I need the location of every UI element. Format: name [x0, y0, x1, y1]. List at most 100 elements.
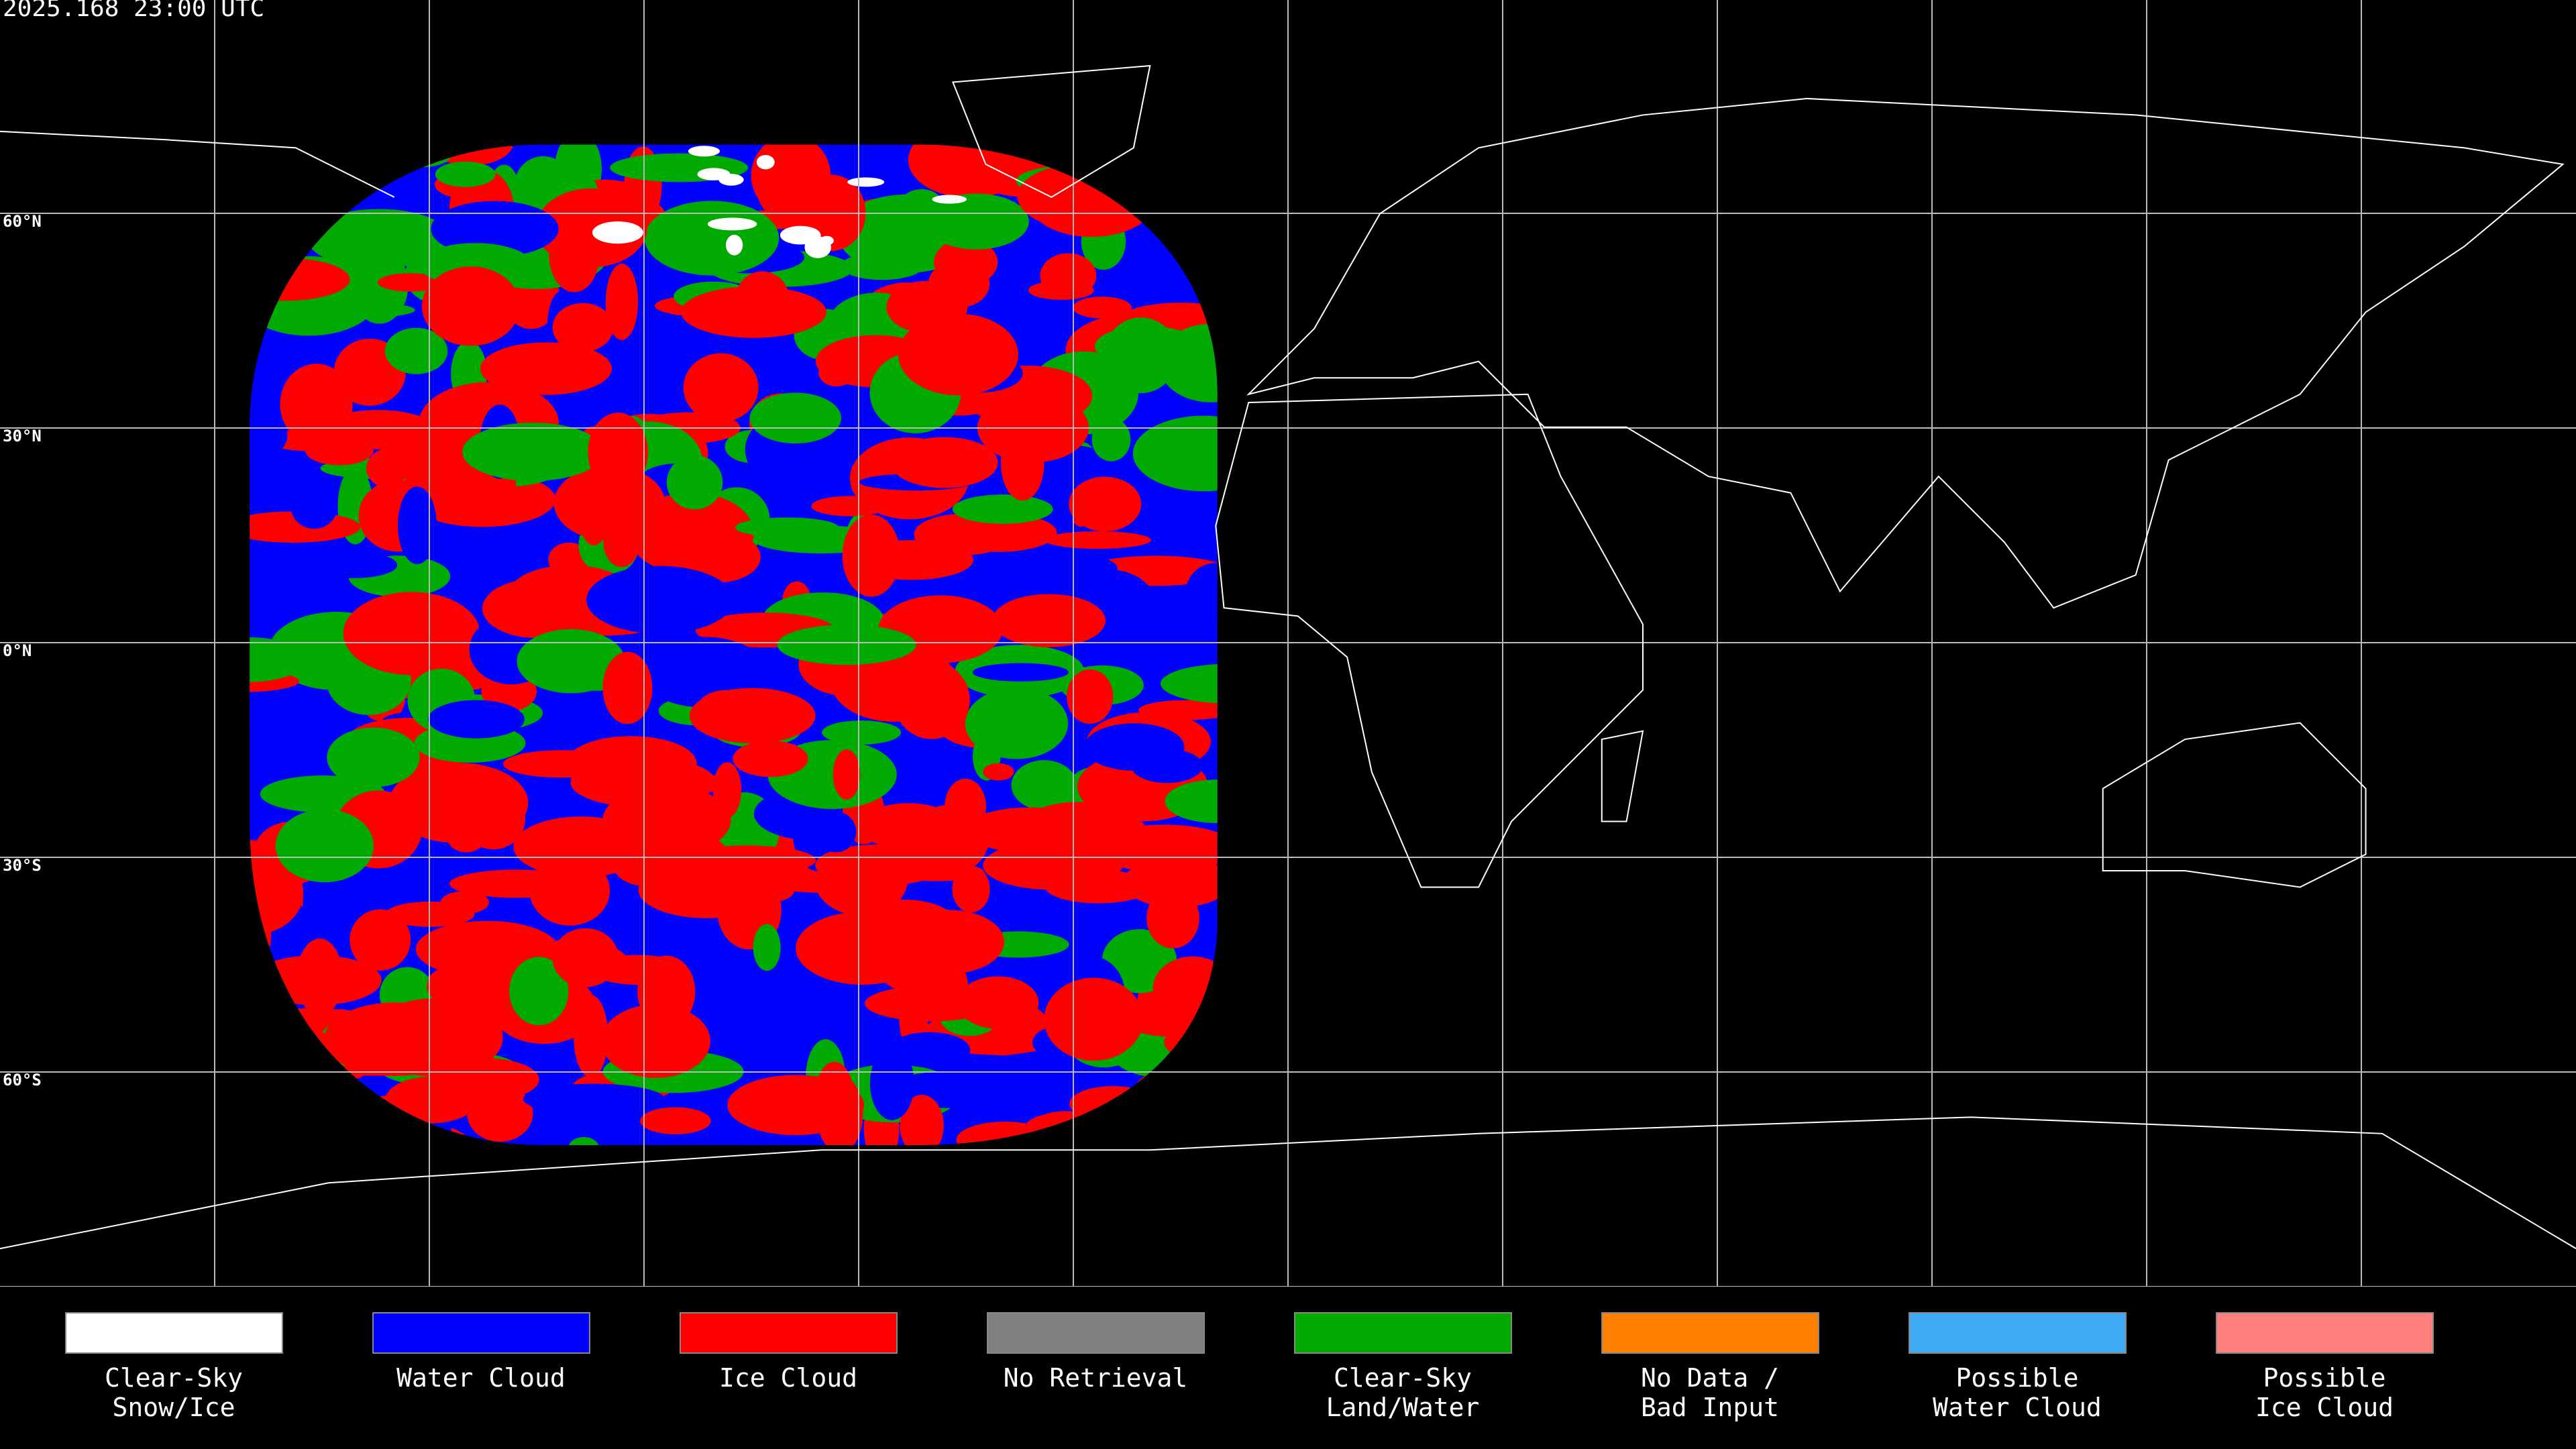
legend-swatch [680, 1312, 898, 1354]
graticule [0, 0, 2576, 1287]
cloud-patch [668, 865, 776, 911]
cloud-patch [753, 924, 781, 971]
cloud-patch [938, 513, 1057, 552]
cloud-patch [1091, 417, 1131, 462]
cloud-patch [568, 1136, 600, 1145]
legend-label: Water Cloud [1933, 1393, 2102, 1422]
cloud-patch [350, 909, 411, 971]
legend-label: Snow/Ice [112, 1393, 235, 1422]
legend-label: Possible [1955, 1363, 2078, 1393]
legend-swatch [372, 1312, 590, 1354]
cloud-patch [1084, 723, 1185, 771]
latitude-label: 30°N [3, 427, 42, 445]
cloud-patch [749, 392, 841, 444]
cloud-patch [602, 651, 653, 724]
cloud-patch [841, 252, 924, 280]
legend-swatch [1601, 1312, 1819, 1354]
cloud-patch [1132, 415, 1218, 492]
cloud-patch [888, 1032, 971, 1068]
legend-swatch [987, 1312, 1205, 1354]
cloud-patch [1044, 531, 1151, 549]
legend: Clear-Sky Snow/Ice Water Cloud Ice Cloud No … [65, 1312, 2434, 1422]
snow-patch [726, 234, 743, 256]
cloud-patch [440, 891, 489, 914]
cloud-patch [462, 788, 526, 850]
cloud-patch [384, 327, 448, 374]
legend-label: Water Cloud [396, 1363, 566, 1393]
cloud-patch [517, 629, 625, 694]
cloud-patch [676, 531, 761, 583]
snow-patch [756, 154, 775, 170]
cloud-patch [666, 455, 723, 510]
cloud-patch [1044, 977, 1144, 1061]
cloud-patch [983, 763, 1014, 781]
cloud-patch [924, 193, 1029, 250]
coastlines [0, 66, 2576, 1248]
cloud-patch [588, 413, 648, 492]
cloud-patch [952, 494, 1053, 524]
timestamp: 2025.168 23:00 UTC [3, 0, 264, 22]
cloud-patch [644, 201, 780, 276]
cloud-patch [320, 410, 436, 449]
alaska [0, 131, 394, 197]
cloud-patch [480, 342, 612, 395]
cloud-patch [310, 551, 398, 578]
cloud-patch [818, 358, 855, 387]
antarctica [0, 1117, 2576, 1248]
cloud-patch [327, 727, 420, 788]
latitude-label: 0°N [3, 641, 32, 660]
cloud-patch [733, 741, 808, 777]
cloud-patch [290, 484, 338, 529]
cloud-patch [965, 688, 1069, 759]
cloud-patch [898, 313, 1018, 396]
snow-patch [592, 221, 643, 244]
cloud-patch [1146, 888, 1199, 949]
legend-swatch [2216, 1312, 2434, 1354]
eurasia [1248, 99, 2563, 608]
cloud-phase-image [250, 144, 1218, 1145]
cloud-patch [992, 594, 1106, 647]
cloud-patch [815, 844, 945, 886]
cloud-patch [816, 811, 857, 853]
cloud-patch [523, 1083, 665, 1115]
cloud-patch [1011, 760, 1077, 810]
cloud-patch [586, 566, 734, 634]
cloud-patch [908, 144, 1032, 198]
cloud-patch [397, 486, 437, 564]
cloud-patch [250, 408, 288, 464]
cloud-patch [1028, 280, 1094, 300]
cloud-patch [250, 637, 307, 682]
cloud-patch [811, 496, 888, 517]
cloud-patch [816, 1061, 853, 1126]
cloud-patch [552, 303, 614, 352]
cloud-patch [894, 661, 970, 739]
snow-patch [932, 195, 967, 204]
legend-swatch [1909, 1312, 2127, 1354]
cloud-patch [879, 948, 950, 993]
cloud-patch [566, 736, 697, 792]
cloud-patch [601, 1004, 710, 1078]
cloud-patch [574, 995, 608, 1078]
legend-label: Clear-Sky [1334, 1363, 1472, 1393]
cloud-patch [934, 238, 998, 286]
australia [2103, 723, 2366, 888]
cloud-patch [1104, 317, 1178, 394]
cloud-patch [1165, 780, 1218, 823]
cloud-patch [1160, 663, 1218, 704]
cloud-patch [431, 201, 559, 257]
cloud-patch [535, 188, 647, 268]
cloud-patch [890, 437, 998, 488]
snow-patch [707, 217, 757, 231]
snow-patch [688, 146, 720, 157]
cloud-patch [900, 1095, 944, 1145]
cloud-patch [324, 1002, 465, 1076]
cloud-patch [735, 517, 839, 538]
cloud-patch [1069, 476, 1142, 532]
cloud-patch [1067, 669, 1114, 724]
legend-label: No Data / [1641, 1363, 1779, 1393]
snow-patch [697, 168, 731, 180]
cloud-patch [972, 663, 1069, 682]
cloud-patch [1158, 323, 1218, 402]
legend-background [0, 1287, 2576, 1449]
legend-label: Ice Cloud [719, 1363, 857, 1393]
